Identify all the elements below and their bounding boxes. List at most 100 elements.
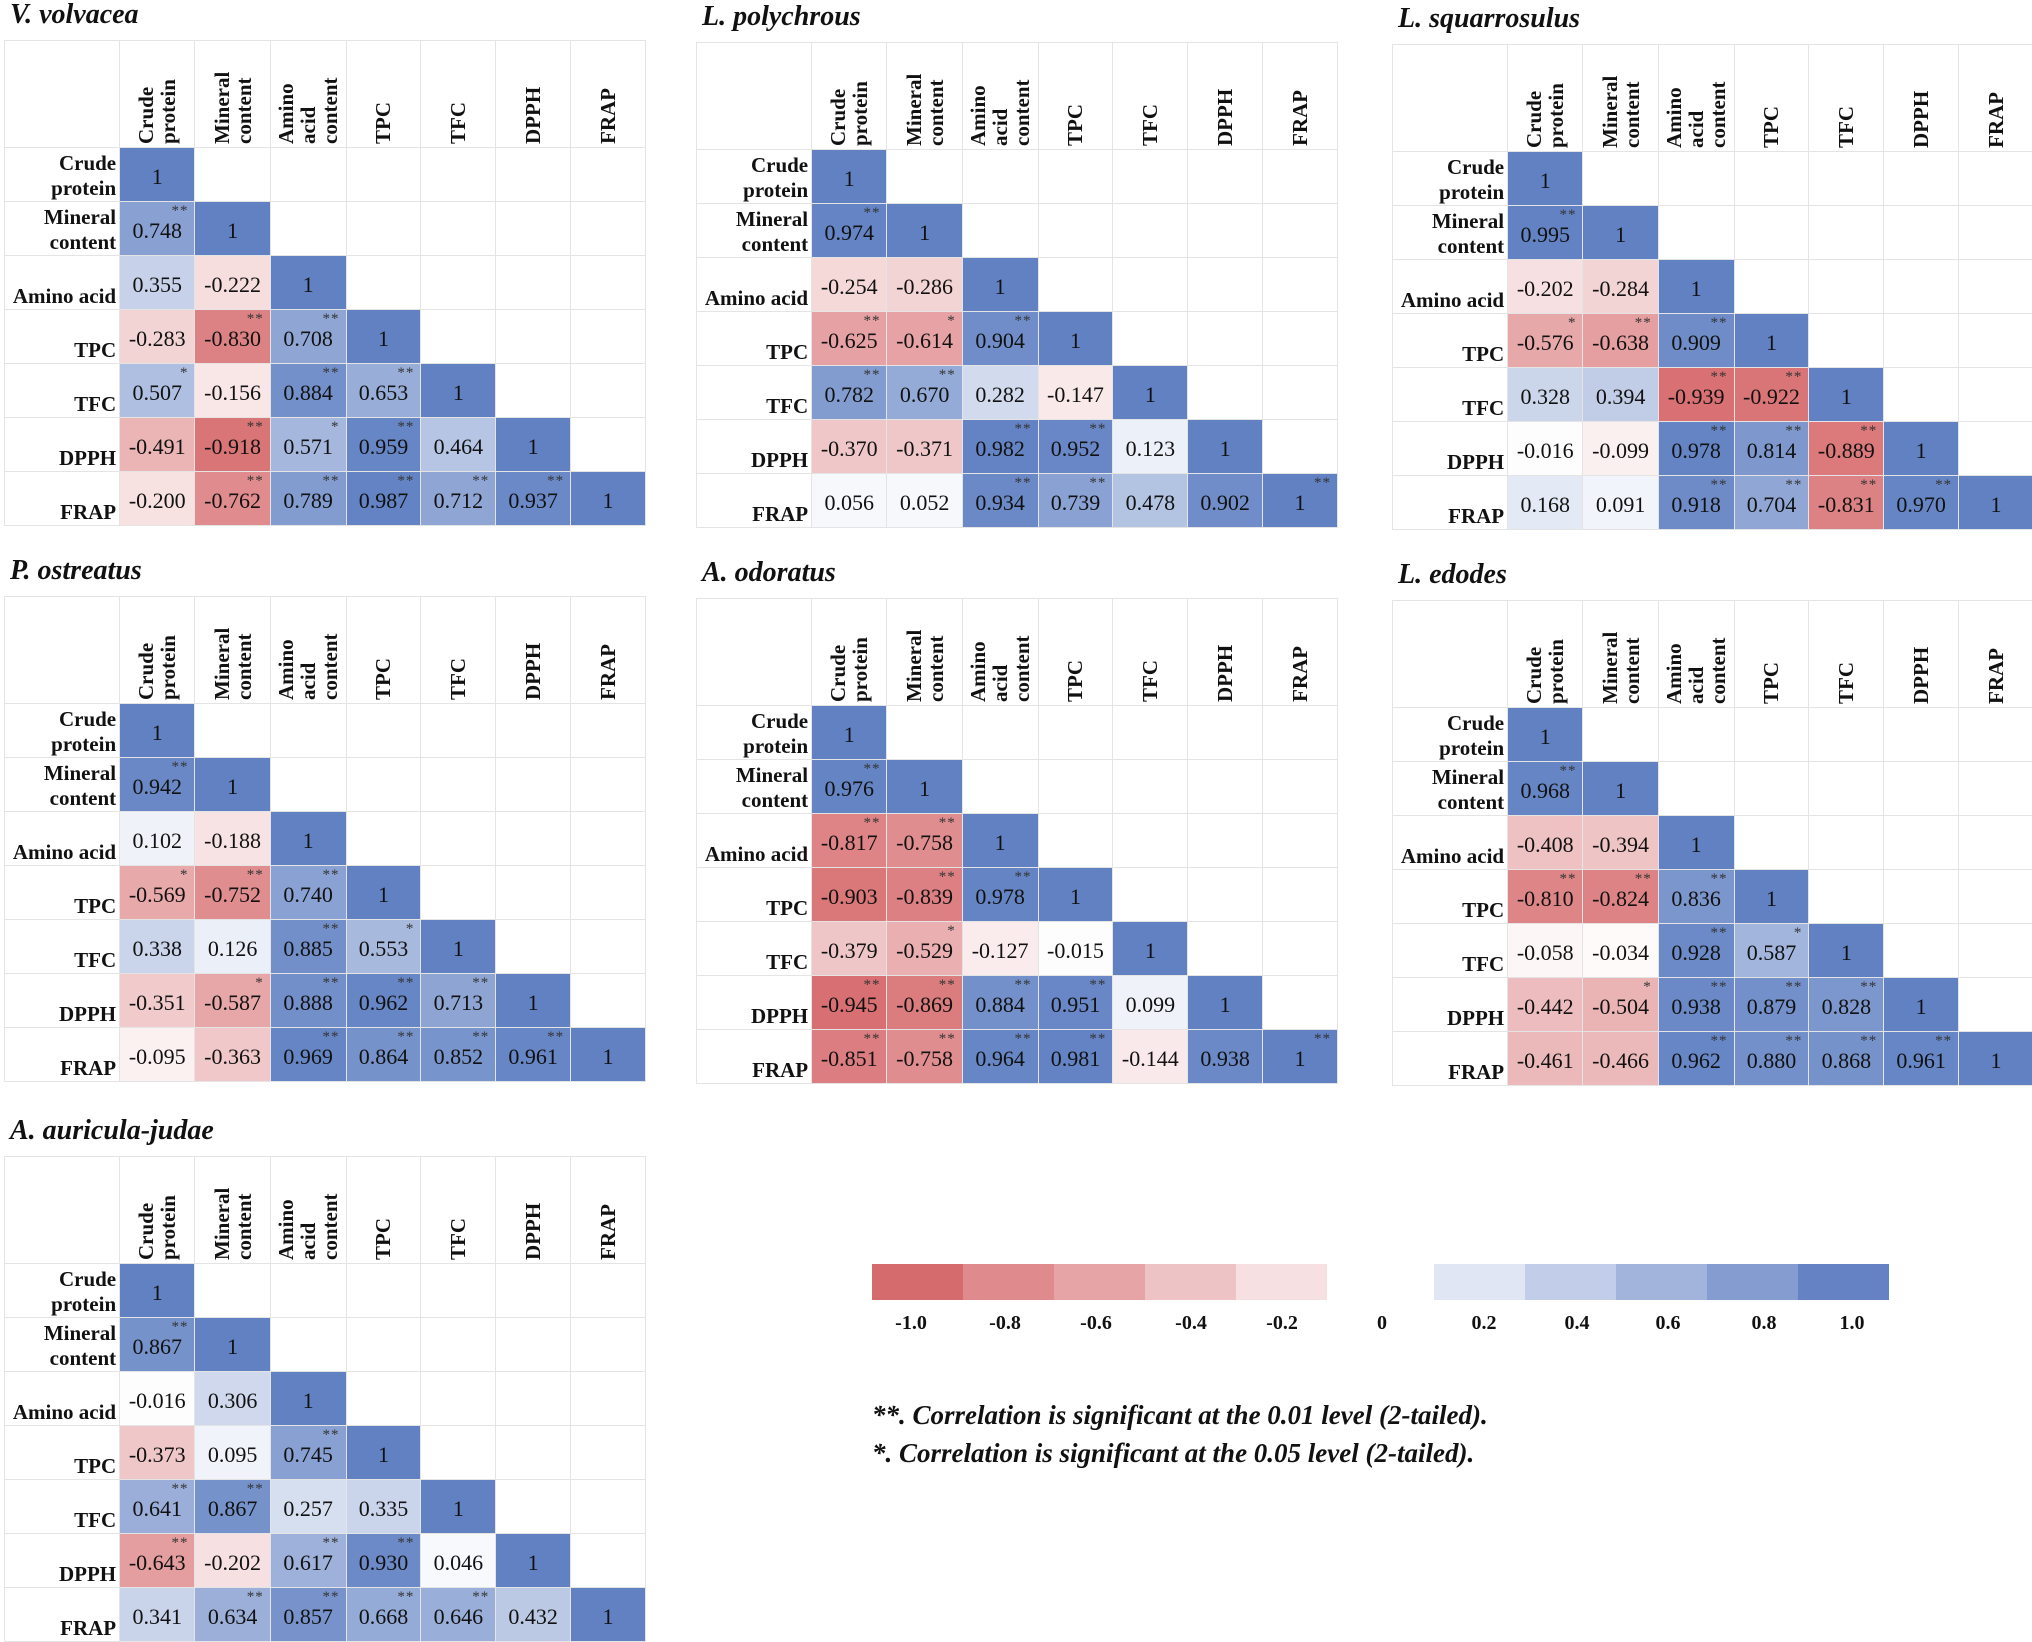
cell-value: 0.937 (508, 488, 558, 513)
cell-value: -0.810 (1516, 886, 1574, 911)
cell-value: 0.987 (358, 488, 409, 513)
heatmap-cell: -0.099 (1582, 421, 1659, 476)
heatmap-cell: 1 (345, 1425, 422, 1480)
significance-marker: ** (1559, 207, 1577, 223)
empty-cell (1808, 205, 1885, 260)
significance-marker: ** (246, 1481, 264, 1497)
empty-cell (345, 1263, 422, 1318)
cell-value: 0.056 (824, 490, 875, 515)
cell-value: -0.015 (1047, 938, 1104, 963)
empty-cell (570, 417, 646, 472)
empty-cell (961, 705, 1039, 760)
cell-value: 1 (1615, 778, 1627, 803)
cell-value: 0.464 (433, 434, 484, 459)
heatmap-cell: 1 ** (1262, 473, 1338, 528)
column-header-label: Amino acid content (274, 1193, 343, 1261)
significance-marker: ** (322, 311, 340, 327)
cell-value: 1 (302, 272, 314, 297)
column-header-label: TFC (446, 102, 471, 144)
cell-value: 0.713 (433, 990, 484, 1015)
column-header-label: TPC (371, 1218, 396, 1260)
cell-value: 0.884 (975, 992, 1025, 1017)
significance-marker: ** (1710, 369, 1728, 385)
cell-value: -0.442 (1516, 994, 1574, 1019)
heatmap-cell: 0.782 ** (811, 365, 888, 420)
heatmap-cell: 0.857 ** (269, 1587, 347, 1642)
empty-cell (1112, 867, 1189, 922)
empty-cell (1733, 151, 1810, 206)
empty-cell (345, 703, 422, 758)
heatmap-cell: 0.653 ** (345, 363, 422, 418)
empty-cell (1733, 707, 1810, 762)
row-header-label: Mineral content (735, 763, 809, 812)
significance-marker: ** (1710, 925, 1728, 941)
heatmap-cell: 1 (1112, 365, 1189, 420)
heatmap-cell: -0.015 (1037, 921, 1114, 976)
row-header-label: TFC (1462, 396, 1505, 420)
column-header: Amino acid content (269, 596, 347, 704)
cell-value: 1 (602, 1044, 614, 1069)
heatmap-cell: 0.168 (1507, 475, 1584, 530)
row-header: DPPH (695, 975, 813, 1030)
heatmap-panel: L. squarrosulus Crude protein Mineral cont… (1391, 4, 2032, 530)
column-header: DPPH (1883, 44, 1960, 152)
empty-cell (194, 147, 271, 202)
heatmap-cell: -0.939 ** (1657, 367, 1735, 422)
row-header: TPC (3, 309, 121, 364)
column-header-label: DPPH (1213, 644, 1238, 702)
cell-value: 0.653 (358, 380, 409, 405)
cell-value: 1 (994, 830, 1006, 855)
significance-marker: ** (1935, 1033, 1953, 1049)
row-header-label: DPPH (750, 1004, 809, 1028)
empty-cell (1037, 705, 1114, 760)
empty-cell (961, 759, 1039, 814)
column-header: FRAP (570, 596, 646, 704)
cell-value: 0.982 (975, 436, 1025, 461)
empty-cell (570, 703, 646, 758)
row-header: Crude protein (695, 149, 813, 204)
column-header-label: TFC (446, 1218, 471, 1260)
empty-cell (420, 811, 497, 866)
heatmap-cell: -0.625 ** (811, 311, 888, 366)
empty-cell (1262, 867, 1338, 922)
panel-title: P. ostreatus (10, 555, 142, 586)
empty-cell (1262, 365, 1338, 420)
heatmap-cell: 1 (1582, 761, 1659, 816)
cell-value: 0.978 (975, 884, 1025, 909)
column-header: TFC (1112, 42, 1189, 150)
empty-cell (1187, 759, 1264, 814)
cell-value: -0.758 (896, 1046, 953, 1071)
significance-marker: ** (322, 1589, 340, 1605)
cell-value: 0.970 (1896, 492, 1946, 517)
heatmap-cell: -0.869 ** (886, 975, 963, 1030)
corner-cell (3, 1156, 121, 1264)
column-header-label: TPC (1759, 662, 1784, 704)
cell-value: 0.646 (433, 1604, 484, 1629)
legend-swatch-negative (1054, 1264, 1145, 1300)
cell-value: -0.394 (1592, 832, 1649, 857)
corner-cell (1391, 44, 1509, 152)
column-header-label: Crude protein (134, 79, 181, 144)
heatmap-cell: 0.930 ** (345, 1533, 422, 1588)
cell-value: -0.638 (1592, 330, 1649, 355)
significance-marker: ** (1559, 763, 1577, 779)
significance-marker: * (947, 923, 956, 939)
row-header: Mineral content (3, 201, 121, 256)
significance-marker: ** (938, 977, 956, 993)
column-header-label: TPC (1063, 104, 1088, 146)
column-header: TPC (1733, 600, 1810, 708)
empty-cell (1187, 257, 1264, 312)
row-header-label: Mineral content (43, 761, 117, 810)
row-header: Mineral content (1391, 205, 1509, 260)
cell-value: -0.830 (204, 326, 261, 351)
heatmap-cell: 0.341 (119, 1587, 196, 1642)
empty-cell (1883, 707, 1960, 762)
cell-value: 0.942 (132, 774, 183, 799)
heatmap-cell: 0.553 * (345, 919, 422, 974)
heatmap-cell: -0.466 (1582, 1031, 1659, 1086)
row-header: TPC (1391, 869, 1509, 924)
empty-cell (1733, 205, 1810, 260)
significance-marker: * (947, 313, 956, 329)
cell-value: 0.328 (1520, 384, 1571, 409)
empty-cell (1037, 257, 1114, 312)
